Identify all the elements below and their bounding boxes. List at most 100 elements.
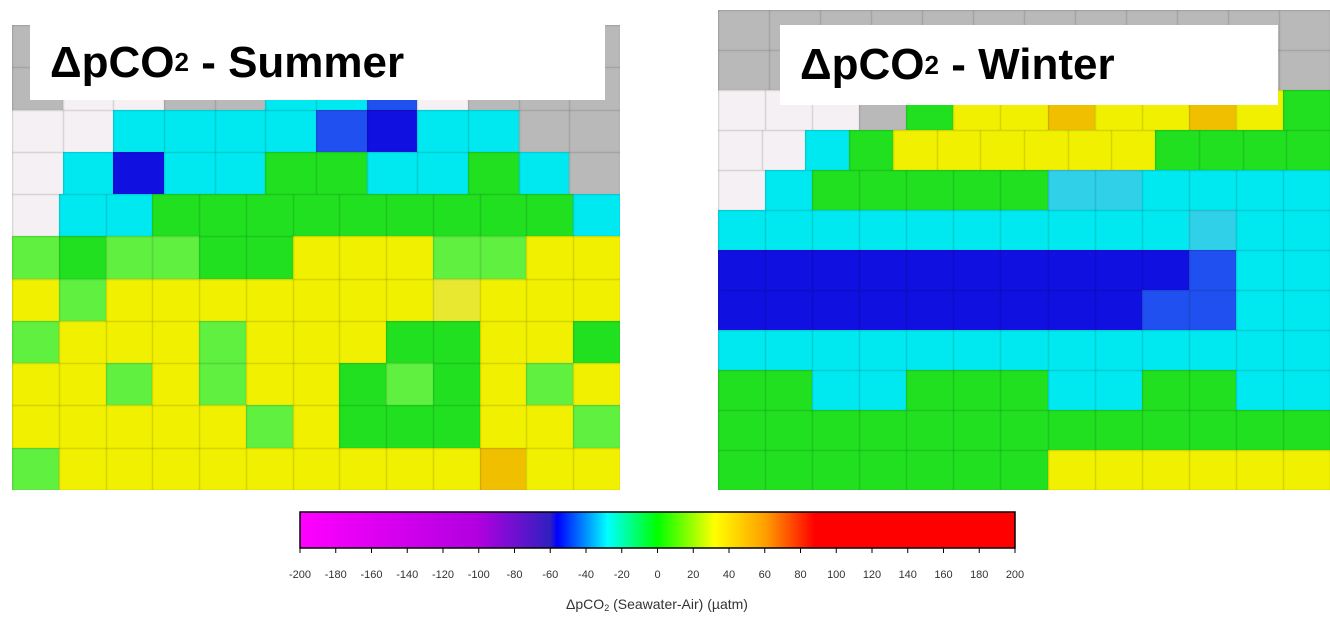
map-cell — [152, 236, 201, 280]
map-cell — [1188, 250, 1237, 291]
map-cell — [366, 109, 419, 153]
map-cell — [199, 363, 247, 407]
map-cell — [906, 250, 955, 291]
map-cell — [58, 447, 107, 490]
map-cell — [812, 330, 861, 371]
map-cell — [245, 278, 294, 322]
map-cell — [953, 250, 1002, 291]
map-cell — [573, 236, 620, 280]
map-cell — [468, 109, 520, 153]
map-cell — [526, 236, 575, 280]
map-cell — [1286, 130, 1330, 171]
map-cell — [765, 450, 814, 490]
map-cell — [292, 194, 341, 238]
map-cell — [859, 170, 908, 211]
map-cell — [1141, 210, 1190, 251]
map-cell — [1282, 410, 1330, 451]
title-text: ΔpCO — [50, 37, 175, 87]
map-cell — [1282, 170, 1330, 211]
map-cell — [859, 330, 908, 371]
map-cell — [1000, 290, 1049, 331]
map-cell — [199, 447, 247, 490]
tick-label: 80 — [794, 569, 806, 581]
map-cell — [432, 447, 481, 490]
map-cell — [1047, 410, 1096, 451]
tick-label: -100 — [468, 569, 490, 581]
map-cell — [152, 194, 201, 238]
map-cell — [1094, 290, 1143, 331]
map-cell — [1235, 290, 1284, 331]
map-cell — [479, 194, 528, 238]
map-cell — [316, 151, 368, 196]
map-cell — [386, 363, 434, 407]
tick-label: -20 — [614, 569, 630, 581]
map-cell — [12, 151, 64, 196]
map-cell — [812, 450, 861, 490]
map-cell — [718, 370, 767, 411]
map-cell — [1094, 330, 1143, 371]
map-cell — [1094, 450, 1143, 490]
tick-label: -120 — [432, 569, 454, 581]
map-cell — [292, 236, 341, 280]
map-cell — [1188, 370, 1237, 411]
map-cell — [386, 405, 434, 449]
map-cell — [245, 405, 294, 449]
map-cell — [1000, 330, 1049, 371]
map-cell — [1141, 290, 1190, 331]
map-cell — [906, 410, 955, 451]
map-cell — [569, 151, 620, 196]
map-cell — [12, 320, 60, 365]
tick-label: 180 — [970, 569, 988, 581]
map-cell — [265, 109, 317, 153]
map-cell — [366, 151, 419, 196]
map-cell — [152, 363, 201, 407]
map-cell — [113, 109, 165, 153]
map-cell — [58, 320, 107, 365]
map-cell — [518, 151, 571, 196]
map-cell — [386, 236, 434, 280]
map-cell — [859, 210, 908, 251]
map-cell — [292, 447, 341, 490]
map-cell — [849, 130, 894, 171]
map-cell — [1188, 450, 1237, 490]
map-cell — [718, 290, 767, 331]
map-cell — [479, 363, 528, 407]
map-cell — [1235, 330, 1284, 371]
map-cell — [1094, 170, 1143, 211]
map-cell — [765, 210, 814, 251]
map-cell — [859, 450, 908, 490]
map-cell — [859, 410, 908, 451]
map-cell — [812, 210, 861, 251]
map-cell — [1279, 50, 1330, 91]
map-cell — [1047, 370, 1096, 411]
map-cell — [953, 170, 1002, 211]
map-cell — [718, 450, 767, 490]
map-cell — [718, 410, 767, 451]
map-cell — [339, 363, 388, 407]
map-cell — [386, 447, 434, 490]
map-cell — [58, 405, 107, 449]
map-cell — [906, 290, 955, 331]
map-cell — [1047, 210, 1096, 251]
map-cell — [386, 194, 434, 238]
tick-label: -140 — [396, 569, 418, 581]
tick-label: -40 — [578, 569, 594, 581]
tick-label: 60 — [759, 569, 771, 581]
map-cell — [339, 236, 388, 280]
map-cell — [765, 250, 814, 291]
map-cell — [765, 370, 814, 411]
map-cell — [1198, 130, 1244, 171]
colorbar-label: ΔpCO2 (Seawater-Air) (µatm) — [566, 596, 748, 614]
map-cell — [718, 90, 767, 131]
map-cell — [1235, 450, 1284, 490]
map-cell — [339, 405, 388, 449]
map-cell — [12, 236, 60, 280]
map-cell — [906, 450, 955, 490]
map-cell — [1141, 410, 1190, 451]
map-cell — [812, 250, 861, 291]
map-cell — [953, 210, 1002, 251]
tick-label: 160 — [934, 569, 952, 581]
map-cell — [152, 405, 201, 449]
map-cell — [573, 194, 620, 238]
map-cell — [526, 405, 575, 449]
